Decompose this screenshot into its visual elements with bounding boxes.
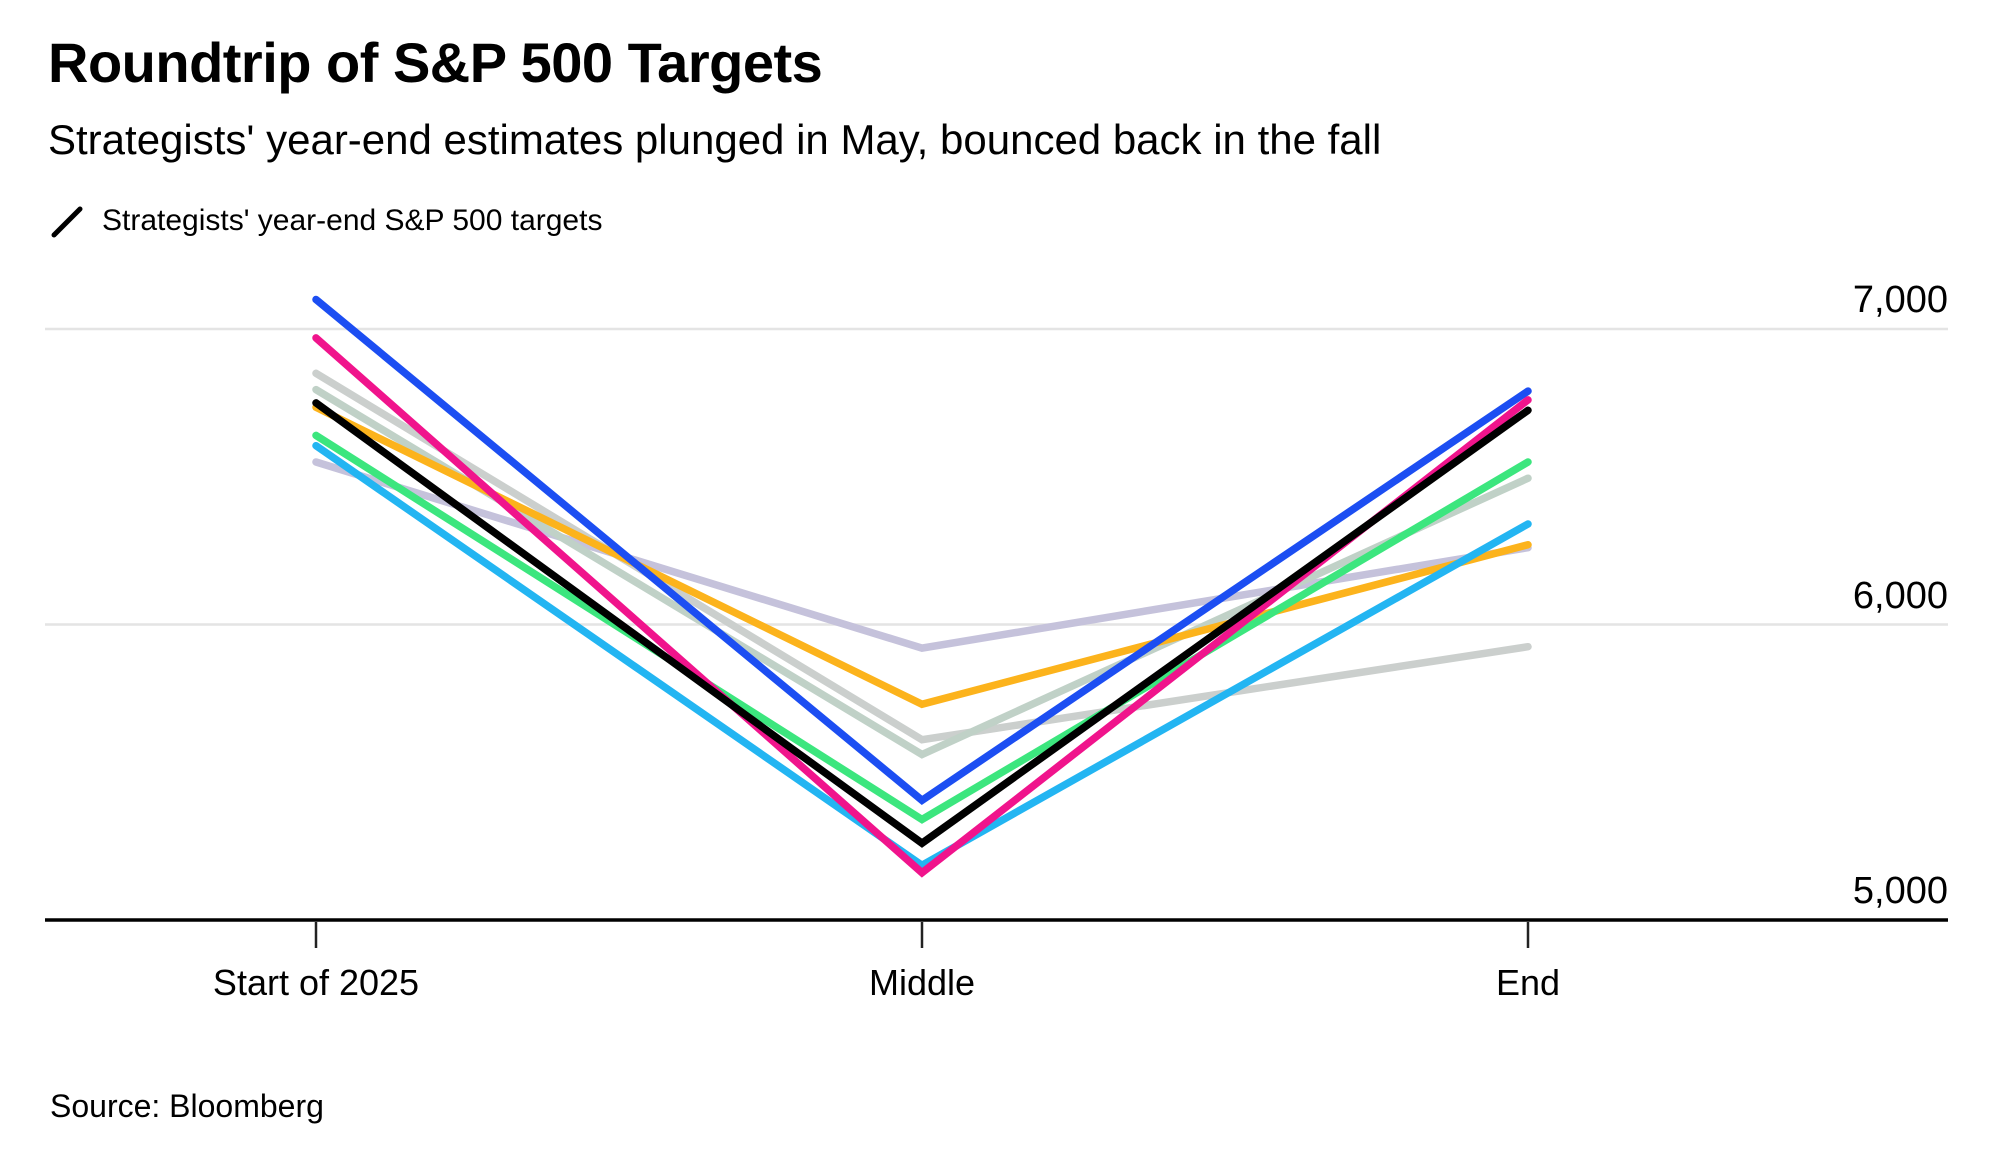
gridlines [45,327,1948,922]
axis-ticks [314,922,1530,948]
x-tick-label: End [1495,962,1561,1003]
x-tick-label: Middle [868,962,976,1003]
y-tick-label: 6,000 [1852,574,1948,617]
target-line-amber [312,403,1532,709]
chart-title: Roundtrip of S&P 500 Targets [48,31,823,94]
source-note: Source: Bloomberg [50,1088,324,1124]
y-tick-label: 7,000 [1852,279,1948,321]
line-swatch-icon [50,202,84,240]
chart-series-lines [312,295,1532,878]
y-tick-label: 5,000 [1852,870,1948,912]
chart-subtitle: Strategists' year-end estimates plunged … [48,116,1382,163]
chart-legend: Strategists' year-end S&P 500 targets [50,202,602,240]
diagonal-line-icon [51,206,83,238]
x-tick-label: Start of 2025 [212,962,420,1003]
target-line-light-gray [312,369,1532,744]
target-line-black [312,399,1532,848]
target-line-blue [312,295,1532,805]
target-line-magenta [312,334,1532,878]
target-line-green [312,431,1532,824]
legend-label: Strategists' year-end S&P 500 targets [102,204,603,237]
target-line-cyan [312,441,1532,870]
